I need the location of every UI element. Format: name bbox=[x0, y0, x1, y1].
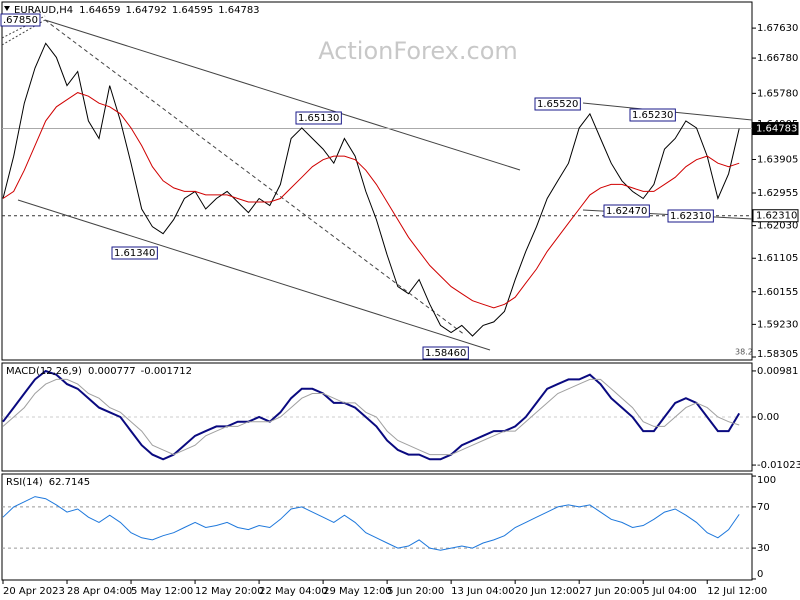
annotation-box bbox=[629, 108, 676, 122]
x-tick-label: 22 May 04:00 bbox=[259, 586, 328, 597]
x-tick-label: 12 Jul 12:00 bbox=[707, 586, 767, 597]
y-tick-label: 1.59230 bbox=[757, 319, 798, 330]
panel-title: MACD(12,26,9) bbox=[6, 366, 82, 377]
price-tag-label: 1.62310 bbox=[756, 211, 797, 222]
x-tick-label: 27 Jun 20:00 bbox=[579, 586, 643, 597]
annotation: 1.65130 bbox=[298, 113, 339, 124]
annotation-box bbox=[534, 97, 581, 111]
panel-title: EURAUD,H4 bbox=[14, 5, 73, 16]
header-value: 1.64792 bbox=[125, 5, 166, 16]
annotation-box bbox=[422, 346, 469, 360]
header-value: 62.7145 bbox=[49, 477, 90, 488]
x-tick-label: 20 Apr 2023 bbox=[3, 586, 65, 597]
y-tick-label: 0.00 bbox=[757, 412, 779, 423]
series-line bbox=[2, 369, 741, 461]
trendline bbox=[17, 199, 491, 351]
annotation: 1.65230 bbox=[632, 110, 673, 121]
header-value: 0.000777 bbox=[88, 366, 136, 377]
annotation-box bbox=[0, 13, 41, 27]
rsi-panel bbox=[1, 473, 753, 581]
x-tick-label: 5 Jun 20:00 bbox=[387, 586, 444, 597]
series-line bbox=[2, 92, 740, 309]
y-tick-label: 0 bbox=[757, 569, 763, 580]
y-tick-label: 1.61105 bbox=[757, 253, 798, 264]
y-tick-label: 1.62955 bbox=[757, 188, 798, 199]
x-tick-label: 12 May 20:00 bbox=[195, 586, 264, 597]
annotation-box bbox=[667, 209, 714, 223]
trendline bbox=[44, 19, 521, 171]
annotation-box bbox=[111, 246, 158, 260]
panel-title: RSI(14) bbox=[6, 477, 43, 488]
annotation: 38.2 bbox=[735, 348, 753, 357]
y-tick-label: -0.010235 bbox=[757, 460, 800, 471]
price-tag-box bbox=[752, 122, 799, 136]
annotation: 1.62470 bbox=[606, 206, 647, 217]
x-tick-label: 13 Jun 04:00 bbox=[451, 586, 515, 597]
annotation: .67850 bbox=[3, 15, 38, 26]
y-tick-label: 0.00981 bbox=[757, 366, 798, 377]
y-tick-label: 30 bbox=[757, 543, 770, 554]
annotation-box bbox=[603, 204, 650, 218]
x-tick-label: 29 May 12:00 bbox=[323, 586, 392, 597]
y-tick-label: 1.66780 bbox=[757, 53, 798, 64]
watermark: ActionForex.com bbox=[318, 37, 518, 65]
series-line bbox=[2, 378, 740, 456]
price-tag-box bbox=[752, 209, 799, 223]
x-tick-label: 28 Apr 04:00 bbox=[67, 586, 132, 597]
x-tick-label: 5 May 12:00 bbox=[131, 586, 193, 597]
y-tick-label: 1.60155 bbox=[757, 287, 798, 298]
header-value: 1.64595 bbox=[172, 5, 213, 16]
annotation: 1.62310 bbox=[670, 211, 711, 222]
price-tag-label: 1.64783 bbox=[756, 124, 797, 135]
y-tick-label: 1.63905 bbox=[757, 154, 798, 165]
y-tick-label: 1.67630 bbox=[757, 23, 798, 34]
price-panel bbox=[1, 1, 753, 361]
header-value: 1.64659 bbox=[79, 5, 120, 16]
y-tick-label: 1.65780 bbox=[757, 88, 798, 99]
annotation: 1.58460 bbox=[425, 348, 466, 359]
x-tick-label: 20 Jun 12:00 bbox=[515, 586, 579, 597]
header-value: -0.001712 bbox=[141, 366, 192, 377]
series-line bbox=[2, 496, 740, 551]
y-tick-label: 100 bbox=[757, 475, 776, 486]
annotation: 1.61340 bbox=[114, 248, 155, 259]
trendline bbox=[44, 19, 466, 336]
annotation: 1.65520 bbox=[537, 99, 578, 110]
header-value: 1.64783 bbox=[218, 5, 259, 16]
x-tick-label: 5 Jul 04:00 bbox=[643, 586, 697, 597]
y-tick-label: 1.62030 bbox=[757, 221, 798, 232]
y-tick-label: 70 bbox=[757, 502, 770, 513]
series-line bbox=[2, 42, 740, 337]
annotation-box bbox=[295, 111, 342, 125]
y-tick-label: 1.58305 bbox=[757, 349, 798, 360]
menu-arrow bbox=[4, 6, 10, 11]
